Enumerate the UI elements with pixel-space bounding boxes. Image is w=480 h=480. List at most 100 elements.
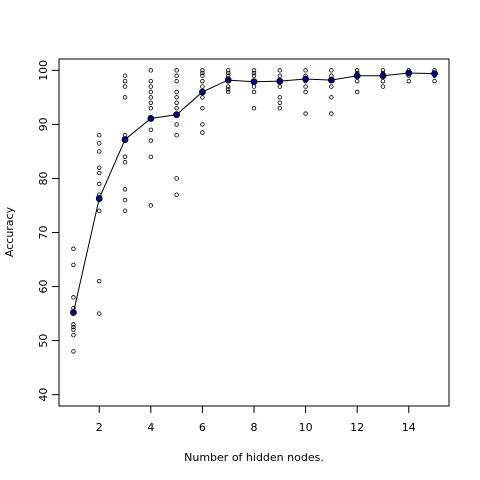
trial-point [71,262,76,268]
x-tick-label: 14 [402,421,416,434]
trial-point [380,84,386,89]
trial-point [148,84,154,89]
trial-point [329,68,334,73]
mean-points [70,69,438,316]
trial-point [329,111,334,116]
trial-point [277,84,282,89]
trial-point [148,68,154,73]
y-axis-title: Accuracy [3,206,16,257]
mean-point [405,69,413,77]
trial-point [226,87,231,92]
trial-point [97,141,102,146]
trial-point [329,95,334,100]
trial-point [97,181,102,187]
trial-point [71,332,76,338]
mean-point [95,195,103,202]
trial-point [148,138,154,143]
mean-point [302,75,309,83]
mean-point [173,111,181,119]
trial-point [71,349,76,354]
trial-point [200,73,205,78]
trial-point [148,95,154,100]
trial-point [200,70,205,76]
trial-point [200,95,205,100]
trial-point [251,84,257,89]
trial-point [174,105,179,111]
trial-point [122,154,128,160]
trial-point [174,192,179,197]
trial-point [122,95,128,100]
plot-frame [58,58,450,407]
trial-point [303,111,308,116]
mean-point [121,136,129,143]
mean-point [431,70,438,77]
trial-point [226,89,231,95]
mean-point [224,76,232,84]
trial-point [277,95,282,100]
trial-point [354,68,360,73]
trial-point [174,78,179,84]
y-tick-label: 60 [37,280,50,294]
trial-point [174,73,179,78]
trial-point [148,203,154,208]
x-tick-label: 6 [199,421,206,434]
trial-point [303,89,308,95]
trial-point [303,84,308,89]
trial-point [329,84,334,89]
trial-point [354,78,360,84]
trial-points [71,68,437,354]
trial-point [406,78,411,84]
mean-point [199,88,206,96]
x-tick-label: 12 [350,421,364,434]
trial-point [174,89,179,95]
trial-point [200,78,205,84]
trial-point [122,208,128,214]
trial-point [277,73,282,78]
trial-point [122,160,128,165]
trial-point [277,68,282,73]
trial-point [200,105,205,111]
trial-point [251,70,257,76]
trial-point [148,78,154,84]
trial-point [200,130,205,135]
trial-point [148,105,154,111]
trial-point [174,133,179,138]
x-axis: 2 4 6 8 10 12 14 [96,405,416,434]
trial-point [97,311,102,316]
trial-point [148,154,154,160]
trial-point [122,84,128,89]
trial-point [122,187,128,192]
trial-point [122,197,128,203]
trial-point [97,170,102,176]
trial-point [174,68,179,73]
trial-point [148,100,154,105]
trial-point [380,68,386,73]
trial-point [122,78,128,84]
trial-point [277,105,282,111]
x-tick-label: 8 [251,421,258,434]
trial-point [226,68,231,73]
y-axis: 40 50 60 70 80 90 100 [37,60,60,402]
y-tick-label: 50 [37,334,50,348]
trial-point [226,84,231,89]
mean-line [72,72,435,313]
x-tick-label: 4 [147,421,154,434]
trial-point [174,95,179,100]
trial-point [251,89,257,95]
trial-point [200,84,205,89]
trial-point [97,208,102,214]
x-tick-label: 2 [96,421,103,434]
trial-point [71,246,76,251]
trial-point [148,127,154,133]
trial-point [380,78,386,84]
x-axis-title: Number of hidden nodes. [184,451,324,464]
trial-point [174,176,179,181]
trial-point [354,89,360,95]
trial-point [200,68,205,73]
trial-point [174,100,179,105]
x-tick-label: 10 [299,421,313,434]
y-tick-label: 40 [37,388,50,402]
y-tick-label: 90 [37,117,50,131]
trial-point [200,122,205,127]
